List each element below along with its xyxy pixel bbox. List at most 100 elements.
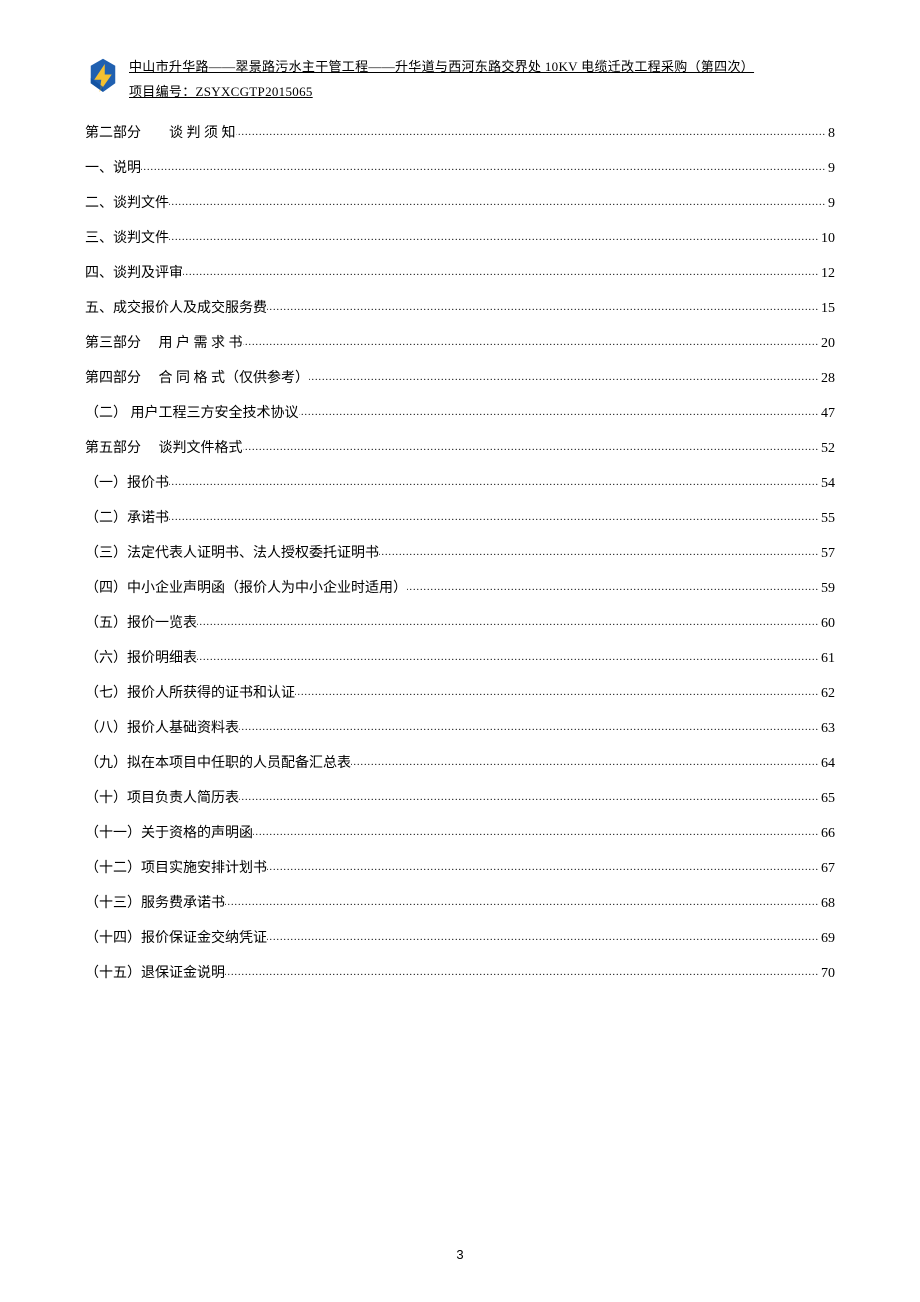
toc-page: 8 (826, 116, 835, 151)
logo-icon (85, 57, 121, 99)
toc-label: 四、谈判及评审 (85, 256, 183, 291)
toc-label: （一）报价书 (85, 466, 169, 501)
toc-leader (169, 470, 819, 495)
toc-label: 第三部分 用 户 需 求 书 (85, 326, 243, 361)
toc-label: （四）中小企业声明函（报价人为中小企业时适用） (85, 571, 407, 606)
project-number: 项目编号：ZSYXCGTP2015065 (129, 80, 835, 105)
toc-leader (253, 820, 819, 845)
toc-label: 第二部分 谈 判 须 知 (85, 116, 236, 151)
toc-leader (243, 435, 820, 460)
toc-page: 47 (819, 396, 835, 431)
toc-leader (225, 960, 819, 985)
toc-leader (267, 925, 819, 950)
toc-leader (183, 260, 819, 285)
toc-label: （三）法定代表人证明书、法人授权委托证明书 (85, 536, 379, 571)
toc-leader (379, 540, 819, 565)
toc-leader (236, 120, 827, 145)
toc-label: （八）报价人基础资料表 (85, 711, 239, 746)
toc-leader (299, 400, 820, 425)
toc-leader (309, 365, 819, 390)
toc-label: （十一）关于资格的声明函 (85, 816, 253, 851)
toc-label: （五）报价一览表 (85, 606, 197, 641)
toc-page: 65 (819, 781, 835, 816)
toc-page: 64 (819, 746, 835, 781)
toc-label: 五、成交报价人及成交服务费 (85, 291, 267, 326)
toc-label: （十五）退保证金说明 (85, 956, 225, 991)
toc-entry: （九）拟在本项目中任职的人员配备汇总表 64 (85, 746, 835, 781)
toc-label: 二、谈判文件 (85, 186, 169, 221)
toc-page: 9 (826, 186, 835, 221)
toc-page: 15 (819, 291, 835, 326)
toc-entry: （八）报价人基础资料表 63 (85, 711, 835, 746)
toc-leader (407, 575, 819, 600)
toc-entry: （十四）报价保证金交纳凭证 69 (85, 921, 835, 956)
toc-label: 三、谈判文件 (85, 221, 169, 256)
toc-entry: 五、成交报价人及成交服务费 15 (85, 291, 835, 326)
toc-page: 28 (819, 361, 835, 396)
toc-entry: （七）报价人所获得的证书和认证 62 (85, 676, 835, 711)
toc-page: 10 (819, 221, 835, 256)
toc-entry: （十）项目负责人简历表 65 (85, 781, 835, 816)
toc-entry: （十三）服务费承诺书 68 (85, 886, 835, 921)
toc-entry: 第四部分 合 同 格 式（仅供参考） 28 (85, 361, 835, 396)
toc-page: 20 (819, 326, 835, 361)
toc-leader (141, 155, 826, 180)
toc-leader (243, 330, 820, 355)
toc-label: （二） 用户工程三方安全技术协议 (85, 396, 299, 431)
toc-leader (239, 715, 819, 740)
toc-page: 68 (819, 886, 835, 921)
toc-label: 一、说明 (85, 151, 141, 186)
toc-entry: 二、谈判文件 9 (85, 186, 835, 221)
toc-page: 55 (819, 501, 835, 536)
toc-leader (169, 225, 819, 250)
toc-leader (267, 855, 819, 880)
toc-page: 54 (819, 466, 835, 501)
toc-entry: （十二）项目实施安排计划书 67 (85, 851, 835, 886)
toc-label: （十二）项目实施安排计划书 (85, 851, 267, 886)
toc-page: 12 (819, 256, 835, 291)
toc-label: （十四）报价保证金交纳凭证 (85, 921, 267, 956)
toc-page: 60 (819, 606, 835, 641)
toc-page: 59 (819, 571, 835, 606)
toc-entry: 四、谈判及评审 12 (85, 256, 835, 291)
toc-page: 62 (819, 676, 835, 711)
toc-label: （十）项目负责人简历表 (85, 781, 239, 816)
toc-page: 67 (819, 851, 835, 886)
toc-page: 69 (819, 921, 835, 956)
toc-page: 66 (819, 816, 835, 851)
toc-label: 第五部分 谈判文件格式 (85, 431, 243, 466)
toc-page: 70 (819, 956, 835, 991)
table-of-contents: 第二部分 谈 判 须 知 8 一、说明 9 二、谈判文件 9 三、谈判文件 10… (85, 116, 835, 991)
toc-leader (239, 785, 819, 810)
toc-entry: （五）报价一览表 60 (85, 606, 835, 641)
toc-label: （十三）服务费承诺书 (85, 886, 225, 921)
document-header: 中山市升华路——翠景路污水主干管工程——升华道与西河东路交界处 10KV 电缆迁… (85, 55, 835, 104)
toc-leader (169, 190, 826, 215)
toc-entry: 第三部分 用 户 需 求 书 20 (85, 326, 835, 361)
toc-leader (197, 610, 819, 635)
toc-label: （二）承诺书 (85, 501, 169, 536)
toc-label: （七）报价人所获得的证书和认证 (85, 676, 295, 711)
toc-entry: （十一）关于资格的声明函 66 (85, 816, 835, 851)
toc-page: 63 (819, 711, 835, 746)
toc-page: 61 (819, 641, 835, 676)
toc-leader (295, 680, 819, 705)
toc-entry: 第五部分 谈判文件格式 52 (85, 431, 835, 466)
toc-page: 52 (819, 431, 835, 466)
toc-entry: （三）法定代表人证明书、法人授权委托证明书 57 (85, 536, 835, 571)
toc-leader (351, 750, 819, 775)
toc-label: 第四部分 合 同 格 式（仅供参考） (85, 361, 309, 396)
document-title: 中山市升华路——翠景路污水主干管工程——升华道与西河东路交界处 10KV 电缆迁… (129, 55, 835, 80)
toc-leader (267, 295, 819, 320)
toc-leader (197, 645, 819, 670)
toc-label: （六）报价明细表 (85, 641, 197, 676)
toc-entry: 三、谈判文件 10 (85, 221, 835, 256)
toc-leader (225, 890, 819, 915)
toc-label: （九）拟在本项目中任职的人员配备汇总表 (85, 746, 351, 781)
toc-entry: （二） 用户工程三方安全技术协议 47 (85, 396, 835, 431)
toc-entry: 第二部分 谈 判 须 知 8 (85, 116, 835, 151)
page-number: 3 (456, 1247, 463, 1262)
toc-entry: （四）中小企业声明函（报价人为中小企业时适用） 59 (85, 571, 835, 606)
toc-entry: （十五）退保证金说明 70 (85, 956, 835, 991)
toc-page: 9 (826, 151, 835, 186)
